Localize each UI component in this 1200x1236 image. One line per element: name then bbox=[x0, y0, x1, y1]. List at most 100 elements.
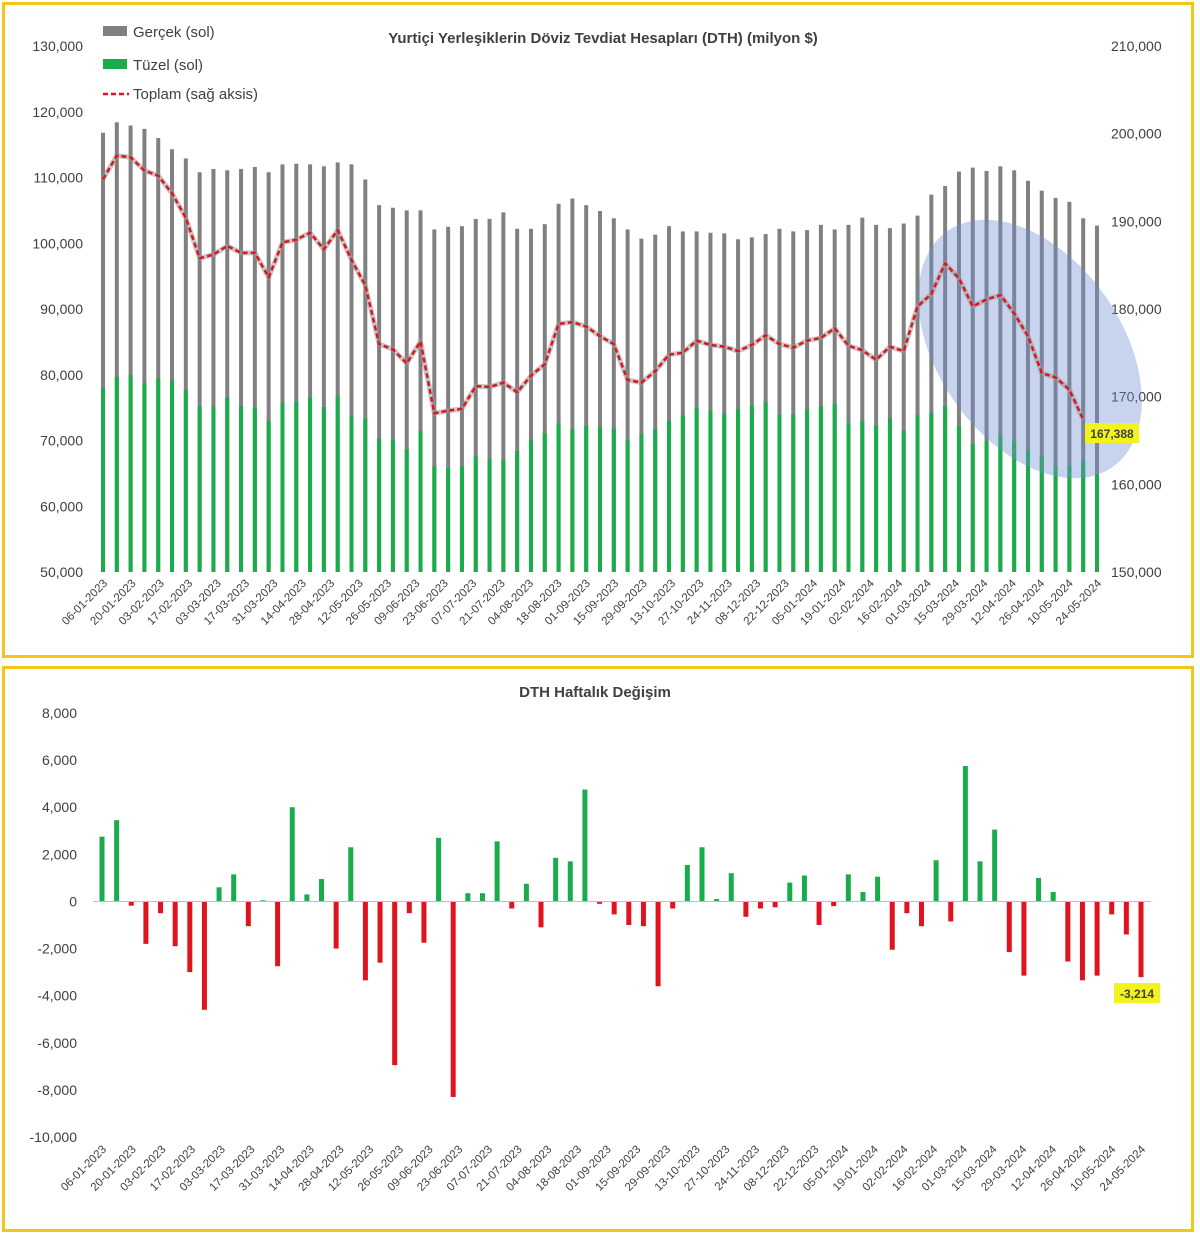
left-axis-tick-label: 110,000 bbox=[33, 170, 83, 186]
weekly-change-bar bbox=[421, 901, 427, 943]
tuzel-bar bbox=[101, 387, 105, 572]
gercek-bar bbox=[211, 168, 216, 572]
gercek-bar bbox=[943, 186, 948, 573]
weekly-change-bar bbox=[377, 901, 383, 963]
tuzel-bar bbox=[266, 420, 271, 572]
y-axis-tick-label: 0 bbox=[69, 893, 77, 909]
gercek-bar bbox=[390, 207, 395, 572]
tuzel-bar bbox=[584, 426, 589, 572]
left-axis-tick-label: 70,000 bbox=[40, 433, 83, 449]
weekly-change-bar bbox=[831, 901, 837, 907]
last-total-callout: 167,388 bbox=[1085, 423, 1139, 443]
last-total-highlight bbox=[1085, 423, 1139, 443]
gercek-bar bbox=[694, 231, 699, 573]
tuzel-bar bbox=[501, 460, 506, 572]
tuzel-bar bbox=[667, 420, 672, 572]
gercek-bar bbox=[170, 149, 175, 573]
right-axis-tick-label: 160,000 bbox=[1111, 476, 1162, 492]
tuzel-bar bbox=[183, 389, 188, 572]
tuzel-bar bbox=[970, 443, 975, 572]
y-axis-tick-label: -10,000 bbox=[30, 1129, 78, 1145]
gercek-bar bbox=[225, 170, 230, 572]
gercek-bar bbox=[446, 226, 451, 572]
gercek-bar bbox=[970, 167, 975, 572]
weekly-change-bar bbox=[567, 861, 573, 902]
y-axis-tick-label: 6,000 bbox=[42, 752, 77, 768]
tuzel-bar bbox=[473, 456, 478, 572]
weekly-change-bar bbox=[977, 861, 983, 902]
right-axis-tick-label: 150,000 bbox=[1111, 564, 1162, 580]
left-axis: 50,000 60,000 70,000 80,000 90,000 100,000 110… bbox=[32, 38, 83, 580]
tuzel-bar bbox=[114, 376, 119, 572]
tuzel-bar bbox=[818, 406, 823, 572]
weekly-change-bar bbox=[845, 874, 851, 902]
gercek-bar bbox=[197, 172, 202, 573]
last-change-callout: -3,214 bbox=[1114, 983, 1160, 1003]
tuzel-bar bbox=[1081, 460, 1086, 572]
chart-title-weekly: DTH Haftalık Değişim bbox=[519, 684, 671, 701]
weekly-change-bar bbox=[640, 901, 646, 927]
y-axis-tick-label: -8,000 bbox=[37, 1082, 77, 1098]
tuzel-bar bbox=[432, 466, 437, 572]
tuzel-bar bbox=[197, 406, 202, 572]
weekly-change-bar bbox=[1065, 901, 1071, 962]
tuzel-bar bbox=[446, 468, 451, 572]
gercek-bar bbox=[280, 164, 285, 572]
tuzel-bar bbox=[128, 374, 133, 572]
tuzel-bar bbox=[1039, 456, 1044, 572]
gercek-bar bbox=[556, 203, 561, 573]
x-axis-weekly: 06-01-202320-01-202303-02-202317-02-2023… bbox=[59, 1143, 1149, 1194]
tuzel-bar bbox=[528, 439, 533, 572]
weekly-change-bar bbox=[538, 901, 544, 928]
weekly-change-bar bbox=[1109, 901, 1115, 915]
weekly-change-bar bbox=[772, 901, 778, 908]
weekly-change-bar bbox=[99, 836, 105, 902]
tuzel-bar bbox=[542, 433, 547, 572]
weekly-change-bar bbox=[245, 901, 251, 927]
last-change-highlight bbox=[1114, 983, 1160, 1003]
gercek-bar bbox=[984, 170, 989, 573]
highlight-ellipse bbox=[918, 219, 1142, 479]
gercek-bar bbox=[667, 226, 672, 572]
weekly-change-bar bbox=[114, 820, 120, 902]
weekly-change-bar bbox=[348, 847, 354, 902]
weekly-change-bar bbox=[128, 901, 134, 906]
gercek-bar bbox=[570, 198, 575, 573]
tuzel-bar bbox=[377, 438, 382, 572]
legend-label-gercek: Gerçek (sol) bbox=[133, 24, 215, 41]
tuzel-bar bbox=[915, 414, 920, 572]
weekly-change-chart: DTH Haftalık Değişim -10,000 -8,000 -6,000… bbox=[30, 684, 1160, 1194]
weekly-change-bar bbox=[699, 847, 705, 902]
gercek-bar bbox=[542, 224, 547, 572]
weekly-change-bar bbox=[992, 829, 998, 902]
gercek-bar bbox=[101, 132, 105, 572]
gercek-bar bbox=[266, 172, 271, 573]
weekly-change-bar bbox=[143, 901, 149, 944]
gercek-bar bbox=[736, 239, 741, 572]
gercek-bar bbox=[1053, 197, 1058, 572]
right-axis-tick-label: 170,000 bbox=[1111, 389, 1162, 405]
weekly-change-bar bbox=[362, 901, 368, 981]
weekly-change-bar bbox=[1123, 901, 1129, 935]
weekly-change-bar bbox=[1138, 901, 1144, 978]
weekly-change-bar bbox=[918, 901, 924, 927]
weekly-change-bar bbox=[684, 864, 690, 902]
tuzel-bar bbox=[846, 423, 851, 572]
tuzel-bar bbox=[280, 403, 285, 572]
weekly-change-bar bbox=[231, 874, 237, 902]
chart-title: Yurtiçi Yerleşiklerin Döviz Tevdiat Hesa… bbox=[388, 30, 818, 47]
weekly-change-bar bbox=[860, 892, 866, 902]
weekly-change-bar bbox=[611, 901, 617, 915]
gercek-bar bbox=[418, 210, 423, 572]
tuzel-bar bbox=[363, 418, 368, 572]
last-total-label: 167,388 bbox=[1090, 427, 1134, 441]
tuzel-bar bbox=[901, 430, 906, 572]
gercek-bar bbox=[611, 218, 616, 572]
gercek-bar bbox=[183, 158, 188, 572]
weekly-change-bar bbox=[436, 837, 442, 902]
left-axis-tick-label: 90,000 bbox=[40, 301, 83, 317]
gercek-bar bbox=[321, 166, 326, 572]
weekly-change-bar bbox=[801, 875, 807, 902]
tuzel-bar bbox=[321, 406, 326, 572]
tuzel-bar bbox=[736, 408, 741, 572]
